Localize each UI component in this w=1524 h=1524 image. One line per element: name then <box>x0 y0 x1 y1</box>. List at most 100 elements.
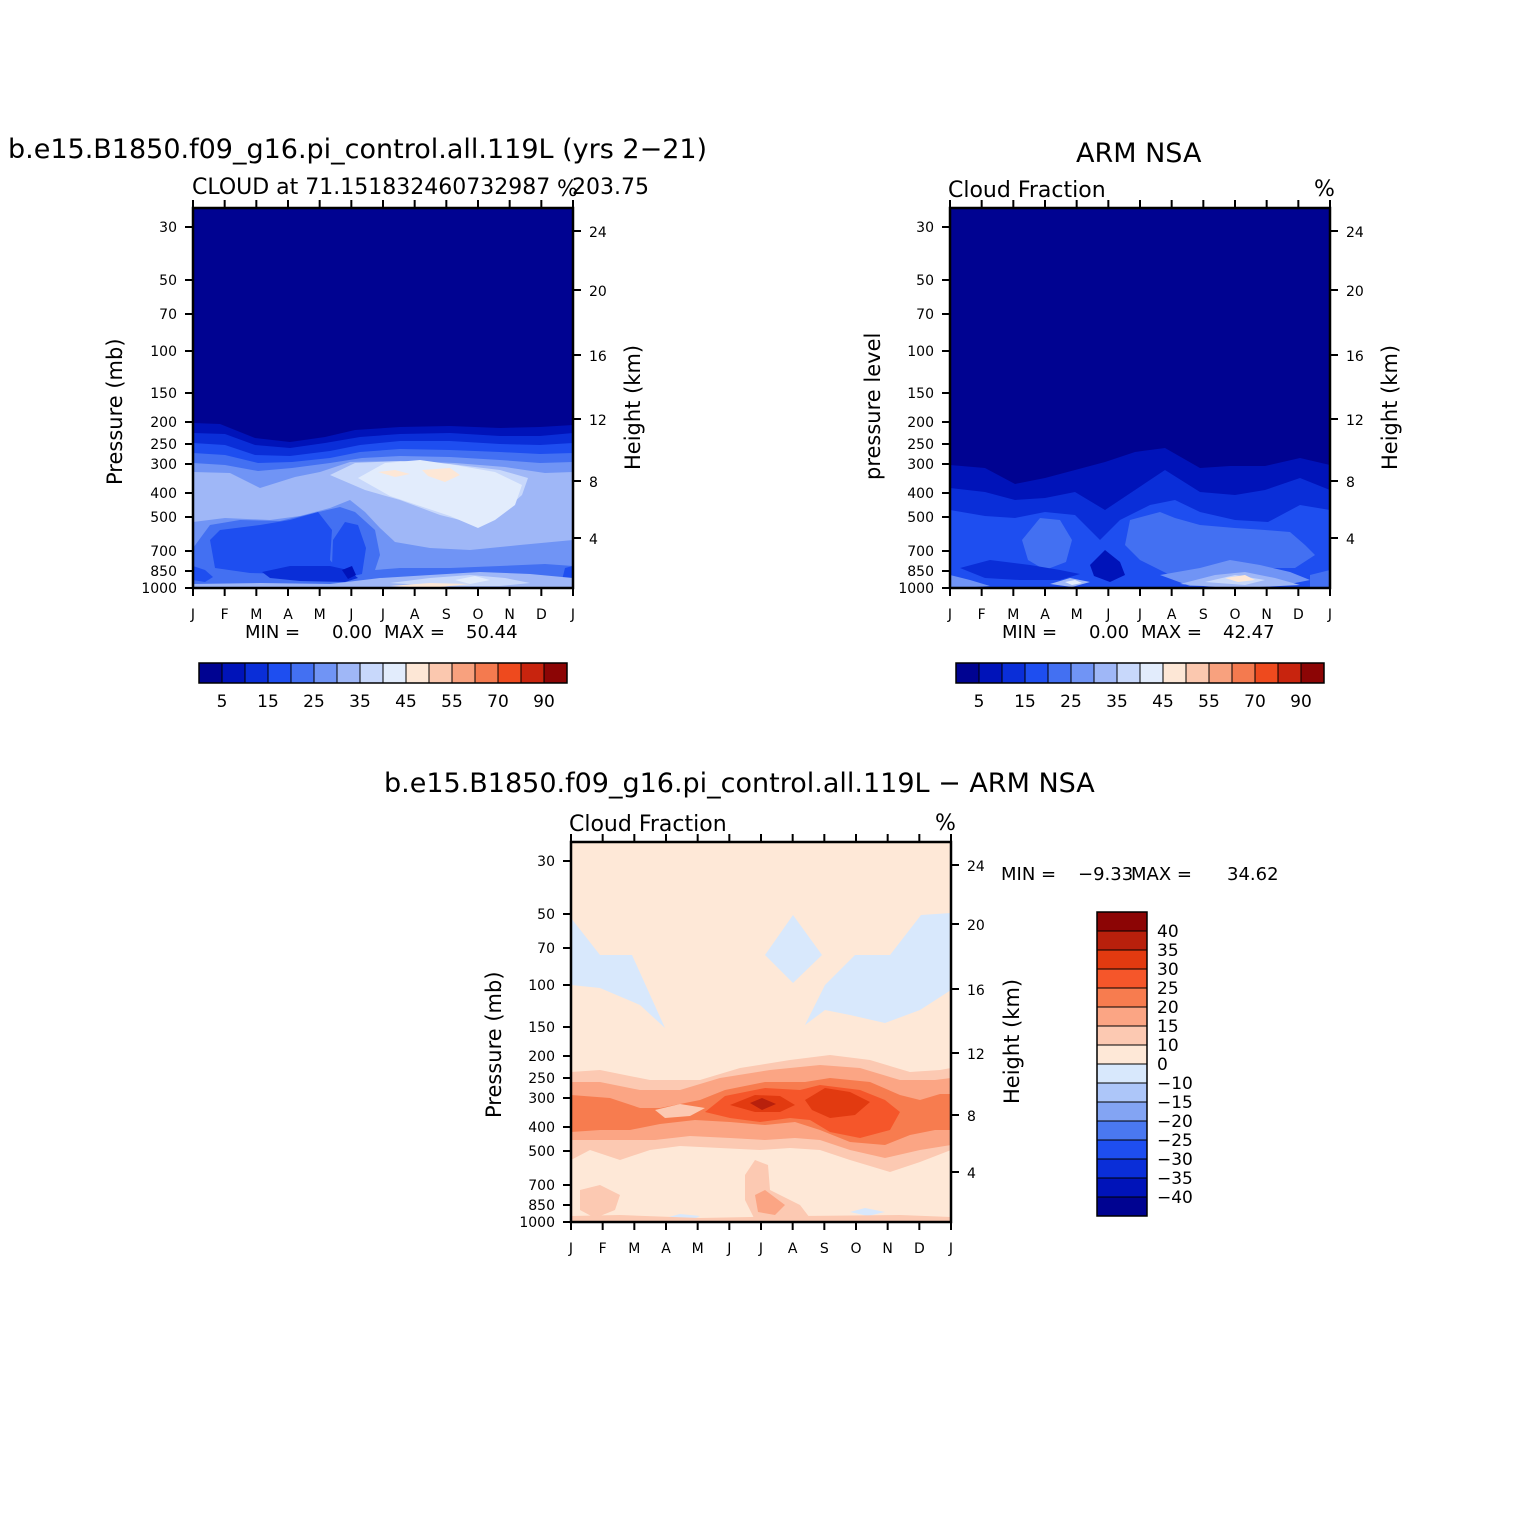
diff-band-2 <box>765 915 822 983</box>
obs-pressure-tick-label: 300 <box>907 457 934 473</box>
diff-colorbar-label: 15 <box>1157 1017 1179 1037</box>
obs-colorbar-swatch <box>1139 662 1164 684</box>
obs-pressure-tick-label: 850 <box>907 564 934 580</box>
model-colorbar-swatch <box>474 662 499 684</box>
model-band-21 <box>455 576 490 584</box>
model-month-label: J <box>190 607 195 623</box>
diff-height-tick-label: 8 <box>967 1109 976 1125</box>
model-colorbar-swatch <box>313 662 338 684</box>
obs-colorbar-swatch <box>1001 662 1026 684</box>
obs-colorbar-label: 15 <box>1014 692 1036 712</box>
obs-min-value: 0.00 <box>1089 622 1129 643</box>
obs-contour-field <box>950 208 1330 588</box>
obs-colorbar-swatch <box>1231 662 1256 684</box>
diff-month-label: M <box>628 1241 640 1257</box>
diff-ylabel: Pressure (mb) <box>482 971 506 1118</box>
obs-month-label: N <box>1261 607 1271 623</box>
diff-month-label: D <box>914 1241 925 1257</box>
obs-pressure-tick-label: 50 <box>916 273 934 289</box>
diff-colorbar-label: −25 <box>1157 1131 1193 1151</box>
model-pressure-tick-label: 300 <box>150 457 177 473</box>
model-height-tick-label: 12 <box>589 413 607 429</box>
model-month-label: S <box>442 607 451 623</box>
model-max-value: 50.44 <box>466 622 518 643</box>
obs-colorbar-swatch <box>1093 662 1118 684</box>
model-band-10 <box>422 468 460 482</box>
diff-right-axis: 24 20 16 12 8 4 <box>951 859 985 1182</box>
obs-ylabel: pressure level <box>861 333 885 480</box>
diff-colorbar-swatch <box>1096 1082 1148 1103</box>
diff-colorbar-swatch <box>1096 911 1148 932</box>
model-band-15 <box>262 566 358 582</box>
diff-pressure-tick-label: 250 <box>528 1071 555 1087</box>
diff-month-label: J <box>758 1241 763 1257</box>
diff-colorbar-label: −30 <box>1157 1150 1193 1170</box>
obs-max-value: 42.47 <box>1223 622 1275 643</box>
model-colorbar-label: 90 <box>533 692 555 712</box>
model-min-value: 0.00 <box>332 622 372 643</box>
model-month-label: O <box>472 607 483 623</box>
model-colorbar-swatch <box>428 662 453 684</box>
model-pressure-tick-label: 250 <box>150 437 177 453</box>
diff-colorbar-label: 20 <box>1157 998 1179 1018</box>
model-pressure-tick-label: 100 <box>150 344 177 360</box>
obs-band-12 <box>1225 575 1255 582</box>
diff-colorbar-label: 10 <box>1157 1036 1179 1056</box>
model-colorbar-swatch <box>543 662 568 684</box>
model-height-tick-label: 24 <box>589 225 607 241</box>
obs-height-tick-label: 24 <box>1346 225 1364 241</box>
model-band-16 <box>342 566 356 579</box>
diff-colorbar-swatch <box>1096 930 1148 951</box>
diff-pressure-tick-label: 300 <box>528 1091 555 1107</box>
diff-height-tick-label: 24 <box>967 859 985 875</box>
model-month-label: N <box>504 607 514 623</box>
diff-units-label: % <box>935 811 956 836</box>
obs-height-tick-label: 4 <box>1346 532 1355 548</box>
diff-pressure-tick-label: 30 <box>537 854 555 870</box>
model-subtitle: CLOUD at 71.151832460732987 <box>192 175 550 200</box>
diff-month-label: A <box>788 1241 798 1257</box>
model-colorbar-swatch <box>267 662 292 684</box>
model-colorbar-label: 45 <box>395 692 417 712</box>
model-colorbar-frame <box>198 662 568 684</box>
obs-colorbar-swatch <box>1024 662 1049 684</box>
obs-colorbar-swatch <box>955 662 980 684</box>
model-pressure-tick-label: 850 <box>150 564 177 580</box>
obs-colorbar-label: 5 <box>974 692 985 712</box>
obs-pressure-tick-label: 30 <box>916 220 934 236</box>
diff-panel: b.e15.B1850.f09_g16.pi_control.all.119L … <box>384 768 1279 1257</box>
diff-title: b.e15.B1850.f09_g16.pi_control.all.119L … <box>384 768 1095 799</box>
diff-max-value: 34.62 <box>1227 864 1279 885</box>
diff-colorbar-swatch <box>1096 1044 1148 1065</box>
model-pressure-tick-label: 200 <box>150 415 177 431</box>
obs-month-label: O <box>1229 607 1240 623</box>
obs-month-label: F <box>978 607 986 623</box>
diff-pressure-tick-label: 200 <box>528 1049 555 1065</box>
model-pressure-tick-label: 150 <box>150 386 177 402</box>
diff-colorbar-swatch <box>1096 1063 1148 1084</box>
model-ylabel-right: Height (km) <box>621 345 645 470</box>
model-month-label: J <box>348 607 353 623</box>
model-colorbar: 5 15 25 35 45 55 70 90 <box>198 662 568 712</box>
diff-colorbar-frame <box>1096 911 1148 1217</box>
diff-band-15 <box>850 1208 885 1216</box>
obs-pressure-tick-label: 500 <box>907 510 934 526</box>
diff-colorbar-label: 25 <box>1157 979 1179 999</box>
model-colorbar-swatch <box>520 662 545 684</box>
obs-pressure-tick-label: 70 <box>916 307 934 323</box>
diff-pressure-tick-label: 70 <box>537 941 555 957</box>
model-month-label: J <box>570 607 575 623</box>
model-colorbar-label: 15 <box>257 692 279 712</box>
diff-pressure-tick-label: 700 <box>528 1178 555 1194</box>
diff-colorbar-swatch <box>1096 1196 1148 1217</box>
model-month-label: M <box>250 607 262 623</box>
obs-colorbar-label: 45 <box>1152 692 1174 712</box>
obs-pressure-tick-label: 100 <box>907 344 934 360</box>
model-height-tick-label: 8 <box>589 475 598 491</box>
model-min-label: MIN = <box>245 622 300 643</box>
obs-pressure-tick-label: 200 <box>907 415 934 431</box>
diff-colorbar-swatch <box>1096 1158 1148 1179</box>
